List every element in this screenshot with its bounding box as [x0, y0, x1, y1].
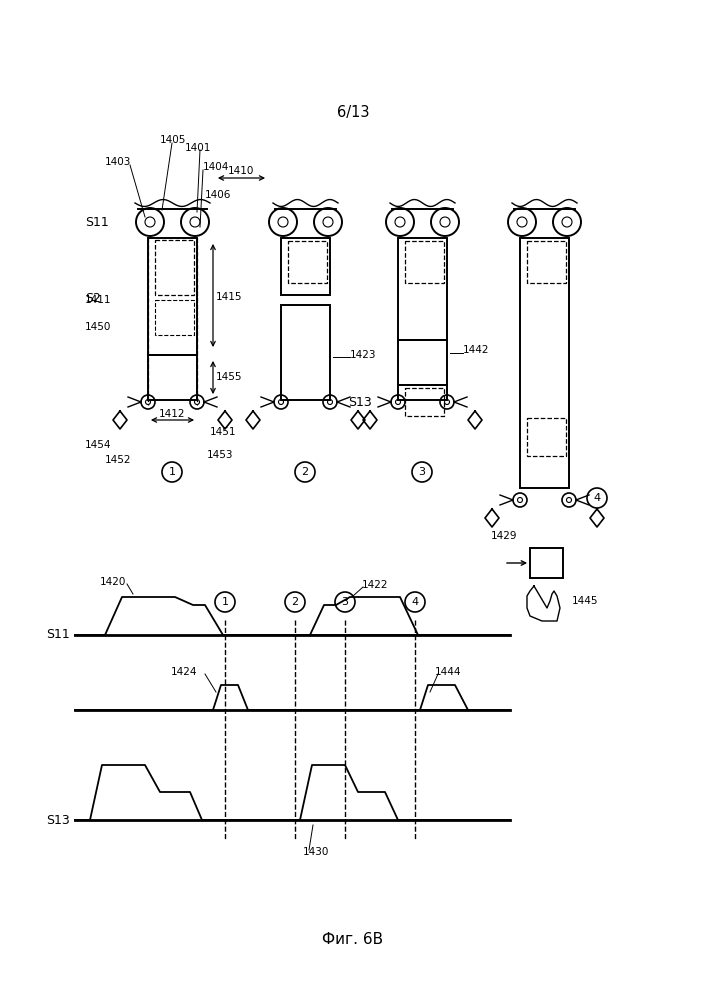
Bar: [148, 355, 197, 400]
Text: 1404: 1404: [203, 162, 229, 172]
Text: 1445: 1445: [572, 596, 599, 606]
Text: 1: 1: [222, 597, 229, 607]
Text: 1422: 1422: [362, 580, 388, 590]
Text: 1429: 1429: [491, 531, 517, 541]
Bar: [405, 388, 444, 416]
Bar: [527, 418, 566, 456]
Bar: [527, 241, 566, 283]
Text: 1430: 1430: [303, 847, 330, 857]
Text: 3: 3: [419, 467, 426, 477]
Bar: [398, 340, 447, 385]
Text: S11: S11: [85, 216, 109, 229]
Bar: [148, 238, 197, 355]
Text: S13: S13: [47, 813, 70, 826]
Text: 1424: 1424: [171, 667, 198, 677]
Text: 1405: 1405: [160, 135, 186, 145]
Text: 1450: 1450: [85, 322, 112, 332]
Bar: [405, 241, 444, 283]
Text: 1442: 1442: [463, 345, 489, 355]
Text: 6/13: 6/13: [337, 105, 369, 120]
Text: 1451: 1451: [210, 427, 237, 437]
Bar: [520, 238, 569, 488]
Text: 1452: 1452: [105, 455, 131, 465]
Text: 2: 2: [301, 467, 309, 477]
Text: 1410: 1410: [228, 166, 254, 176]
Text: 1406: 1406: [205, 190, 232, 200]
Text: 1455: 1455: [216, 373, 242, 383]
Text: 1444: 1444: [435, 667, 462, 677]
Text: Фиг. 6В: Фиг. 6В: [323, 932, 383, 947]
Bar: [281, 305, 330, 400]
Text: 1: 1: [169, 467, 176, 477]
Text: 1411: 1411: [85, 295, 112, 305]
Bar: [398, 385, 447, 400]
Bar: [155, 240, 194, 295]
Text: S2: S2: [85, 292, 101, 305]
Bar: [155, 300, 194, 335]
Text: 1420: 1420: [100, 577, 126, 587]
Bar: [530, 548, 563, 578]
Text: 4: 4: [594, 493, 601, 503]
Text: 1401: 1401: [185, 143, 211, 153]
Text: S13: S13: [348, 396, 372, 409]
Text: 1403: 1403: [105, 157, 131, 167]
Text: 1423: 1423: [350, 350, 376, 360]
Bar: [288, 241, 327, 283]
Text: 1415: 1415: [216, 292, 242, 302]
Text: S11: S11: [47, 628, 70, 641]
Text: 1453: 1453: [207, 450, 234, 460]
Text: 1412: 1412: [159, 409, 185, 419]
Bar: [398, 238, 447, 340]
Text: 2: 2: [292, 597, 299, 607]
Text: 4: 4: [412, 597, 419, 607]
Bar: [281, 238, 330, 295]
Text: 1454: 1454: [85, 440, 112, 450]
Text: 3: 3: [342, 597, 349, 607]
